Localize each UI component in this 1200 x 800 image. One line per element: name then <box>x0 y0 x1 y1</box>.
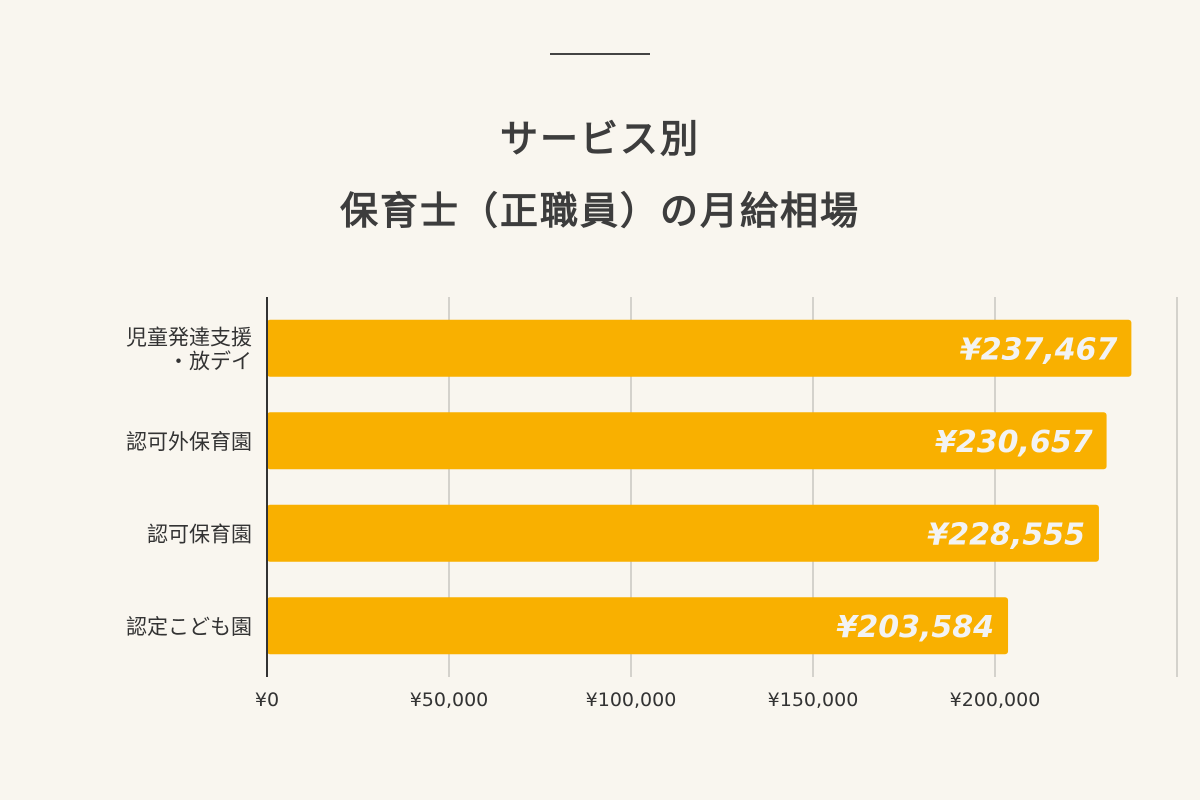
bar-value-label: ¥228,555 <box>927 517 1085 552</box>
decorative-divider <box>550 53 650 55</box>
bar-value-label: ¥203,584 <box>837 610 995 645</box>
category-label: 認可保育園 <box>147 522 252 546</box>
bar-value-label: ¥237,467 <box>960 332 1118 367</box>
x-tick-label: ¥100,000 <box>586 689 677 711</box>
x-tick-label: ¥50,000 <box>410 689 489 711</box>
bar <box>267 412 1107 470</box>
x-tick-label: ¥0 <box>255 689 279 711</box>
chart-title-line-2: 保育士（正職員）の月給相場 <box>339 189 860 233</box>
category-label: 児童発達支援・放デイ <box>126 325 252 373</box>
x-tick-label: ¥150,000 <box>768 689 859 711</box>
bar-value-label: ¥230,657 <box>935 425 1093 460</box>
bar <box>267 504 1099 562</box>
bar <box>267 597 1009 655</box>
bar <box>267 319 1132 377</box>
category-label: 認定こども園 <box>126 615 252 639</box>
category-label: 認可外保育園 <box>126 430 252 454</box>
chart-title-line-1: サービス別 <box>499 117 700 161</box>
x-tick-label: ¥200,000 <box>950 689 1041 711</box>
